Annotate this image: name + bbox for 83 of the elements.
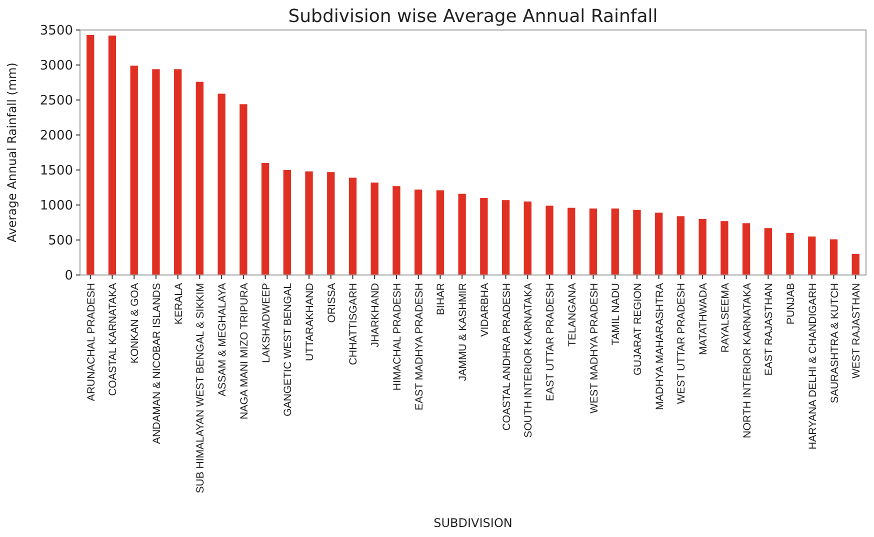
x-tick-label: HARYANA DELHI & CHANDIGARH <box>806 283 819 450</box>
y-tick-label: 500 <box>48 234 73 249</box>
y-tick-label: 0 <box>64 268 73 284</box>
x-tick-label: MATATHWADA <box>698 283 710 355</box>
bar <box>458 194 466 275</box>
x-tick-label: CHHATTISGARH <box>348 283 360 366</box>
x-tick-label: LAKSHADWEEP <box>260 283 272 363</box>
y-tick-label: 2500 <box>40 94 73 109</box>
x-tick-label: SAURASHTRA & KUTCH <box>828 283 841 404</box>
x-tick-label: NAGA MANI MIZO TRIPURA <box>238 283 250 420</box>
bar <box>305 171 313 275</box>
y-tick-label: 1000 <box>40 198 73 214</box>
bar <box>86 34 94 275</box>
bar <box>196 82 204 275</box>
x-tick-label: KERALA <box>172 283 185 324</box>
y-axis-title: Average Annual Rainfall (mm) <box>5 62 19 242</box>
bar <box>108 36 116 275</box>
x-tick-label: EAST UTTAR PRADESH <box>544 283 557 402</box>
bar <box>633 210 641 275</box>
x-tick-label: WEST MADHYA PRADESH <box>588 283 600 414</box>
x-tick-label: ARUNACHAL PRADESH <box>85 283 98 402</box>
x-tick-label: ASSAM & MEGHALAYA <box>216 283 229 396</box>
bar <box>589 208 598 275</box>
chart-title: Subdivision wise Average Annual Rainfall <box>288 6 658 27</box>
x-axis-title: SUBDIVISION <box>434 516 512 530</box>
x-tick-label: VIDARBHA <box>478 283 491 337</box>
bar <box>261 163 270 275</box>
y-tick-label: 3500 <box>40 24 73 39</box>
bar <box>283 170 291 275</box>
x-tick-label: SUB HIMALAYAN WEST BENGAL & SIKKIM <box>194 283 207 494</box>
x-tick-label: COASTAL ANDHRA PRADESH <box>500 283 513 431</box>
bar <box>568 208 576 275</box>
bar <box>480 198 488 275</box>
bar <box>174 69 182 275</box>
bar <box>676 216 685 275</box>
x-tick-label: JHARKHAND <box>370 282 382 348</box>
bar <box>392 186 400 275</box>
x-tick-label: JAMMU & KASHMIR <box>457 282 470 382</box>
bar <box>830 239 838 275</box>
x-tick-label: EAST RAJASTHAN <box>763 283 776 376</box>
bar <box>502 200 510 275</box>
bar <box>764 228 772 275</box>
x-tick-label: PUNJAB <box>785 283 798 324</box>
x-tick-label: HIMACHAL PRADESH <box>391 283 404 391</box>
x-tick-label: BIHAR <box>435 282 448 316</box>
bar <box>348 178 357 275</box>
x-tick-label: WEST UTTAR PRADESH <box>676 283 688 404</box>
x-tick-label: RAYALSEEMA <box>719 283 732 353</box>
x-tick-label: NORTH INTERIOR KARNATAKA <box>741 283 754 438</box>
bar <box>370 182 378 275</box>
bar <box>852 254 860 275</box>
bar <box>130 66 138 275</box>
bar <box>611 208 619 275</box>
bar <box>720 221 728 275</box>
x-tick-label: UTTARAKHAND <box>304 282 316 361</box>
x-tick-label: COASTAL KARNATAKA <box>107 283 120 396</box>
bar <box>698 219 706 275</box>
bar <box>546 206 554 275</box>
bar <box>240 104 248 275</box>
x-tick-label: TAMIL NADU <box>610 283 622 346</box>
y-tick-label: 2000 <box>40 128 73 144</box>
bar <box>414 190 422 275</box>
x-tick-label: ORISSA <box>326 283 338 323</box>
x-tick-label: KONKAN & GOA <box>129 283 142 364</box>
x-tick-label: EAST MADHYA PRADESH <box>413 283 426 410</box>
bar <box>524 202 532 275</box>
x-tick-label: MADHYA MAHARASHTRA <box>654 283 666 410</box>
bar <box>152 69 160 275</box>
bar <box>742 223 750 275</box>
x-tick-label: GANGETIC WEST BENGAL <box>282 282 294 416</box>
bar <box>786 233 794 275</box>
x-tick-label: WEST RAJASTHAN <box>850 283 863 378</box>
bar <box>218 94 226 275</box>
y-tick-label: 3000 <box>40 58 73 74</box>
bar <box>436 190 444 275</box>
bar <box>327 172 335 275</box>
bar <box>655 212 663 275</box>
x-tick-label: SOUTH INTERIOR KARNATAKA <box>522 283 535 438</box>
y-tick-label: 1500 <box>40 164 73 179</box>
bar <box>808 236 816 275</box>
x-tick-label: TELANGANA <box>566 283 578 347</box>
x-tick-label: ANDAMAN & NICOBAR ISLANDS <box>150 283 163 444</box>
x-tick-label: GUJARAT REGION <box>632 283 644 376</box>
